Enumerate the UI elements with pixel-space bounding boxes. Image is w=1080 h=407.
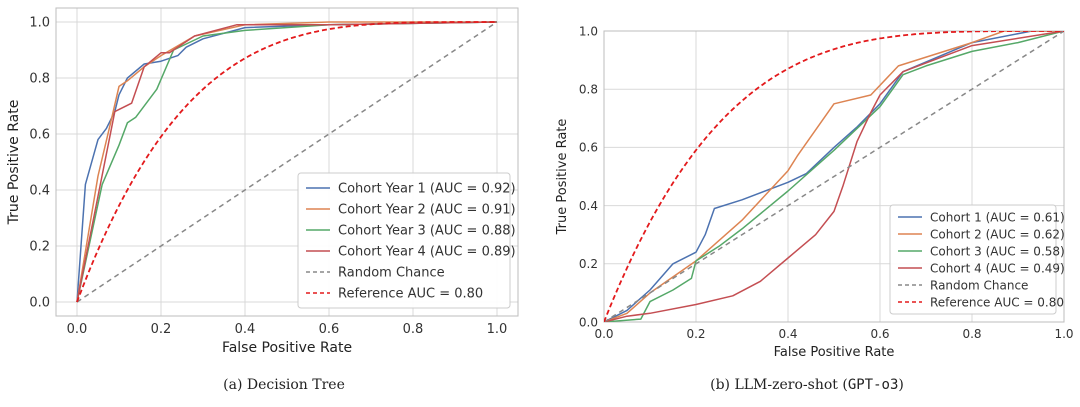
legend-label: Cohort 2 (AUC = 0.62) bbox=[930, 227, 1065, 241]
y-tick-label: 0.8 bbox=[579, 83, 598, 97]
caption-b: (b) LLM-zero-shot (GPT-o3) bbox=[710, 377, 904, 393]
y-tick-label: 0.0 bbox=[29, 296, 50, 311]
x-tick-label: 0.8 bbox=[403, 322, 424, 337]
x-tick-label: 0.0 bbox=[594, 327, 613, 341]
y-tick-label: 0.2 bbox=[579, 257, 598, 271]
y-tick-label: 0.2 bbox=[29, 240, 50, 255]
legend-label: Cohort 4 (AUC = 0.49) bbox=[930, 261, 1065, 275]
caption-b-prefix: (b) LLM-zero-shot ( bbox=[710, 377, 848, 393]
series-line-cohort-1-auc-0-61 bbox=[604, 31, 1064, 322]
series-group bbox=[604, 31, 1064, 322]
plot-frame bbox=[55, 7, 519, 317]
x-tick-label: 1.0 bbox=[1054, 327, 1073, 341]
legend-label: Reference AUC = 0.80 bbox=[930, 295, 1064, 309]
legend-label: Random Chance bbox=[338, 266, 445, 281]
x-tick-label: 0.8 bbox=[962, 327, 981, 341]
series-line-reference-auc-0-80 bbox=[604, 31, 1064, 322]
x-tick-label: 0.0 bbox=[67, 322, 88, 337]
x-tick-label: 0.6 bbox=[319, 322, 340, 337]
series-line-random-chance bbox=[604, 31, 1064, 322]
chart-decision-tree: 0.0 0.2 0.4 0.6 0.8 1.0 0.0 0.2 0.4 0.6 0.8 1.0 Fals… bbox=[6, 7, 519, 356]
series-line-cohort-year-1-auc-0-92 bbox=[76, 21, 498, 303]
y-tick-label: 1.0 bbox=[29, 16, 50, 31]
y-tick-label: 0.6 bbox=[579, 141, 598, 155]
x-tick-label: 0.4 bbox=[235, 322, 256, 337]
x-tick-label: 0.2 bbox=[151, 322, 172, 337]
y-tick-label: 1.0 bbox=[579, 24, 598, 38]
legend-label: Cohort 1 (AUC = 0.61) bbox=[930, 210, 1065, 224]
legend-label: Cohort Year 1 (AUC = 0.92) bbox=[338, 182, 516, 197]
caption-a: (a) Decision Tree bbox=[223, 377, 345, 393]
chart-llm-zero-shot: 0.0 0.2 0.4 0.6 0.8 1.0 0.0 0.2 0.4 0.6 0.8 1.0 Fals… bbox=[555, 24, 1074, 360]
legend-label: Reference AUC = 0.80 bbox=[338, 287, 483, 302]
series-line-cohort-year-4-auc-0-89 bbox=[76, 21, 498, 303]
legend-box bbox=[297, 172, 511, 309]
series-line-cohort-year-3-auc-0-88 bbox=[76, 21, 498, 303]
series-group bbox=[76, 21, 498, 303]
legend-box bbox=[889, 204, 1057, 315]
x-tick-label: 0.2 bbox=[686, 327, 705, 341]
x-tick-label: 1.0 bbox=[487, 322, 508, 337]
x-tick-label: 0.6 bbox=[870, 327, 889, 341]
legend-label: Cohort Year 3 (AUC = 0.88) bbox=[338, 224, 516, 239]
series-line-reference-auc-0-80 bbox=[76, 21, 497, 303]
x-tick-label: 0.4 bbox=[778, 327, 797, 341]
y-tick-label: 0.6 bbox=[29, 128, 50, 143]
series-line-cohort-3-auc-0-58 bbox=[604, 31, 1064, 322]
y-tick-label: 0.4 bbox=[579, 199, 598, 213]
y-axis-label: True Positive Rate bbox=[555, 119, 570, 236]
legend-label: Random Chance bbox=[930, 278, 1028, 292]
legend-label: Cohort Year 4 (AUC = 0.89) bbox=[338, 245, 516, 260]
y-tick-label: 0.4 bbox=[29, 184, 50, 199]
caption-b-model: GPT-o3 bbox=[848, 377, 899, 393]
y-tick-label: 0.0 bbox=[579, 315, 598, 329]
y-tick-label: 0.8 bbox=[29, 72, 50, 87]
plot-frame bbox=[603, 30, 1065, 323]
y-axis-label: True Positive Rate bbox=[6, 100, 22, 226]
x-axis-label: False Positive Rate bbox=[774, 345, 895, 360]
x-axis-label: False Positive Rate bbox=[222, 340, 352, 356]
caption-b-suffix: ) bbox=[898, 377, 903, 393]
series-line-cohort-4-auc-0-49 bbox=[604, 31, 1064, 322]
legend-label: Cohort 3 (AUC = 0.58) bbox=[930, 244, 1065, 258]
legend-label: Cohort Year 2 (AUC = 0.91) bbox=[338, 203, 516, 218]
series-line-random-chance bbox=[76, 21, 498, 303]
